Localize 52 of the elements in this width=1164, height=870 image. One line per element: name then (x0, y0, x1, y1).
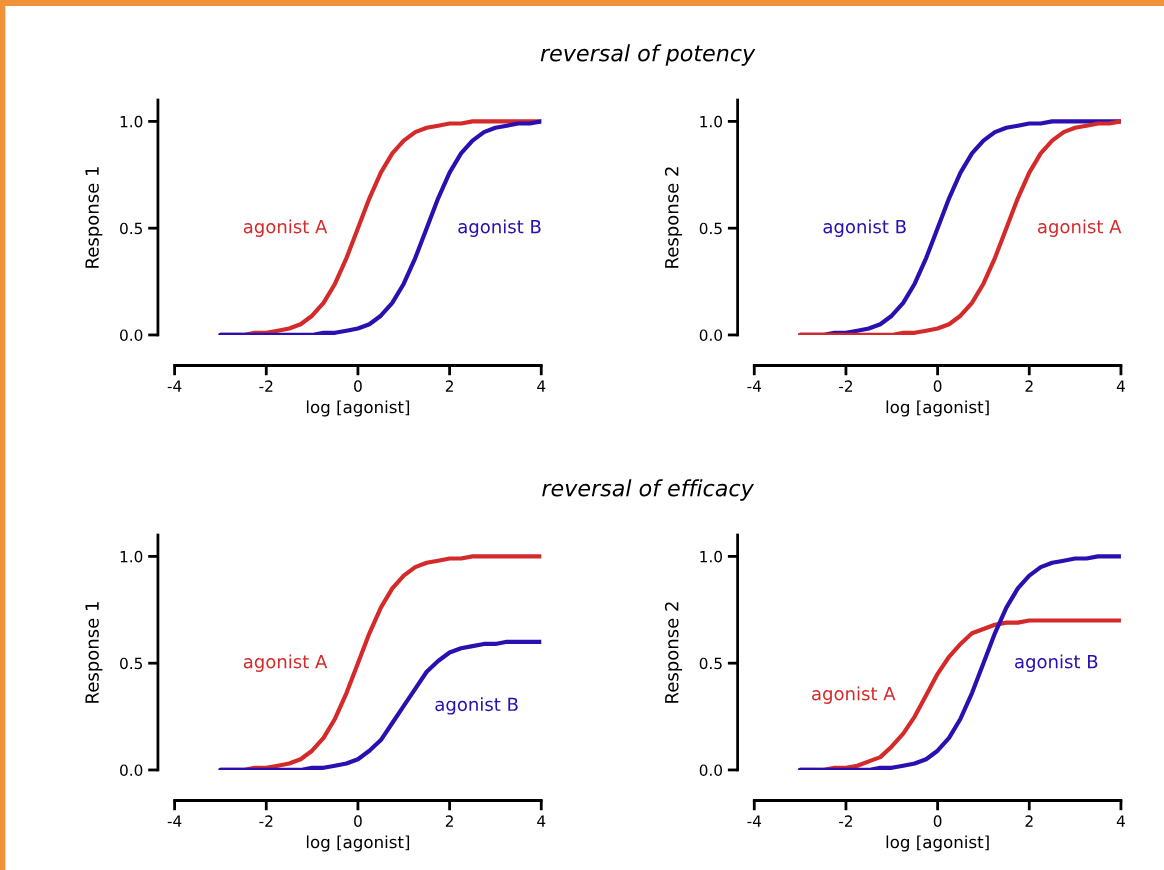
text: reversal of potency (540, 44, 756, 66)
x-tick-label: -4 (167, 380, 182, 392)
x-tick-label: 2 (445, 380, 453, 392)
x-tick-label: 0 (933, 380, 942, 392)
text: reversal of efficacy (542, 479, 755, 501)
y-tick-label: 1.0 (700, 115, 723, 128)
series-label: agonist B (1015, 654, 1098, 672)
line-series (218, 639, 542, 770)
y-axis-title: Response 1 (85, 167, 103, 268)
x-tick-label: -2 (259, 815, 273, 827)
x-tick-label: 0 (354, 380, 362, 392)
x-tick-label: 2 (445, 815, 453, 827)
line-series (798, 554, 1121, 770)
y-tick-label: 0.5 (699, 222, 722, 235)
y-tick-label: 1.0 (120, 550, 143, 563)
x-tick-label: -4 (747, 380, 762, 392)
series-label: agonist A (812, 686, 896, 704)
x-axis-title: log [agonist] (886, 835, 989, 852)
y-axis-title: Response 2 (664, 602, 683, 703)
y-tick-label: 0.0 (699, 764, 723, 776)
y-tick-label: 0.0 (120, 764, 143, 776)
series-label: agonist B (435, 697, 518, 715)
series-label: agonist B (458, 219, 541, 237)
x-tick-label: 0 (354, 815, 362, 827)
x-tick-label: 4 (537, 380, 546, 392)
x-tick-label: -4 (167, 815, 182, 827)
series-label: agonist A (243, 219, 328, 237)
y-tick-label: 0.5 (120, 222, 143, 235)
x-tick-label: 4 (537, 815, 546, 827)
series-label: agonist A (243, 654, 328, 672)
x-tick-label: -2 (259, 380, 273, 392)
y-tick-label: 0.0 (699, 329, 723, 341)
x-axis-title: log [agonist] (306, 835, 410, 852)
x-axis-title: log [agonist] (886, 400, 989, 417)
y-axis-title: Response 2 (664, 167, 683, 268)
y-tick-label: 0.5 (120, 657, 143, 670)
x-tick-label: 2 (1025, 380, 1033, 392)
series-label: agonist B (823, 219, 906, 237)
y-axis-title: Response 1 (85, 602, 103, 703)
x-tick-label: 2 (1025, 815, 1033, 827)
x-tick-label: -2 (839, 380, 853, 392)
x-tick-label: 4 (1116, 380, 1125, 392)
x-tick-label: 0 (933, 815, 942, 827)
x-tick-label: 4 (1116, 815, 1125, 827)
y-tick-label: 0.5 (699, 657, 722, 670)
y-tick-label: 1.0 (120, 115, 143, 128)
y-tick-label: 1.0 (700, 550, 723, 563)
y-tick-label: 0.0 (120, 329, 143, 341)
x-tick-label: -4 (747, 815, 762, 827)
series-label: agonist A (1037, 219, 1122, 237)
x-tick-label: -2 (839, 815, 853, 827)
x-axis-title: log [agonist] (306, 400, 410, 417)
